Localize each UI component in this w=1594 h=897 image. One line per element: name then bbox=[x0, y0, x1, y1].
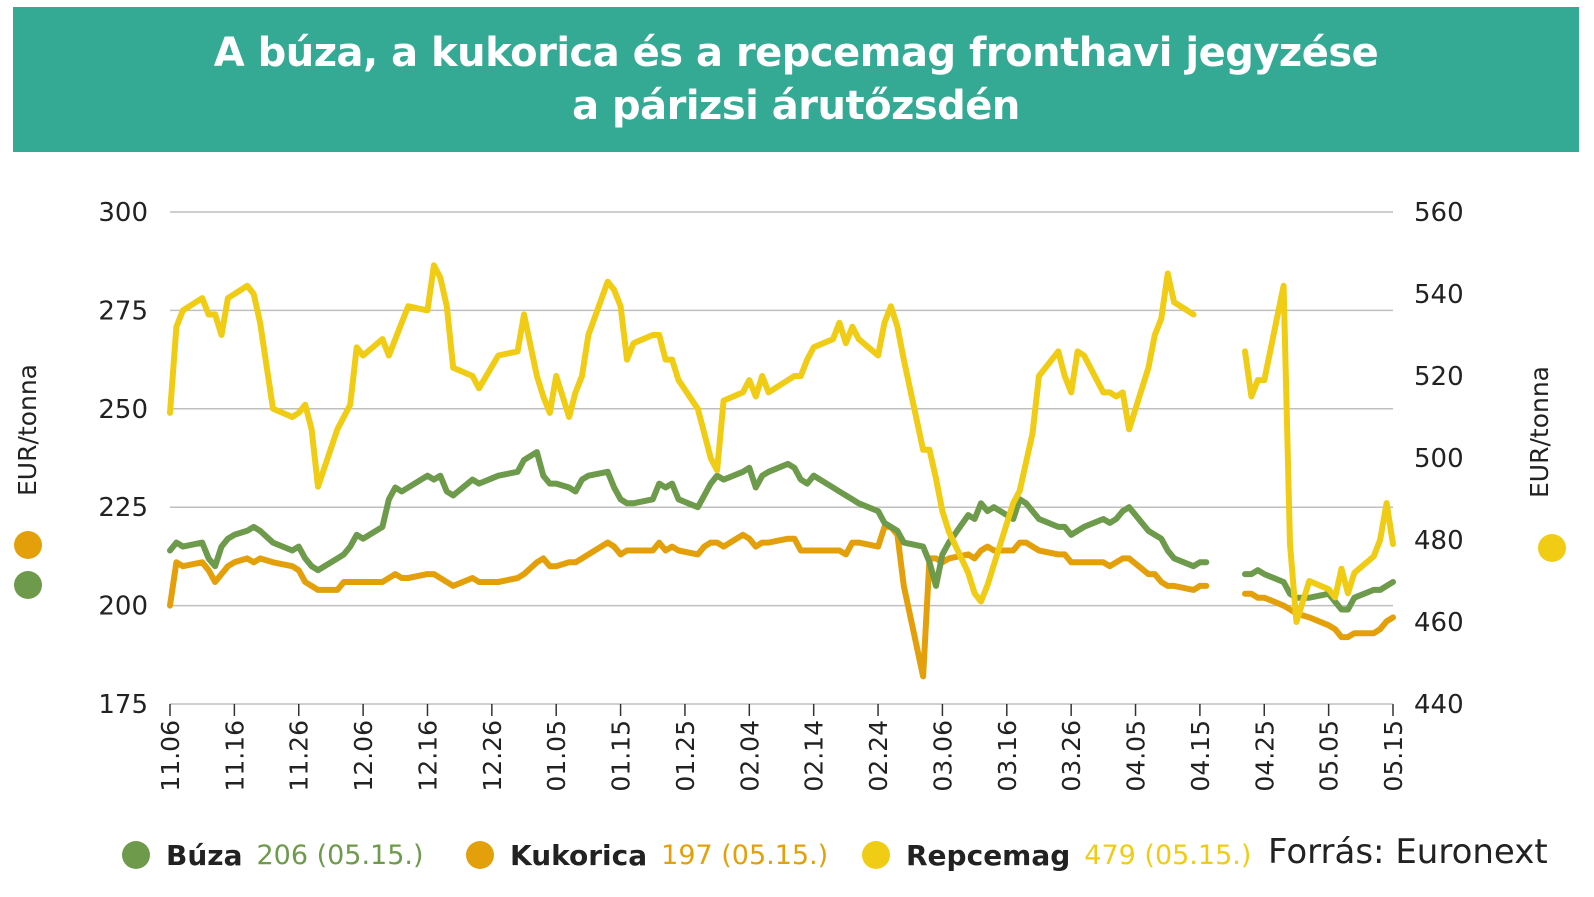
y-tick-label-right: 540 bbox=[1414, 280, 1464, 310]
y-tick-label-left: 225 bbox=[98, 493, 148, 523]
legend-name-kukorica: Kukorica bbox=[510, 838, 648, 872]
series-lines bbox=[167, 262, 1396, 680]
y-tick-label-right: 480 bbox=[1414, 526, 1464, 556]
legend-dot-kukorica bbox=[466, 841, 494, 869]
series-line-bza bbox=[167, 449, 1210, 589]
y-tick-label-left: 300 bbox=[98, 198, 148, 228]
chart-title-line1: A búza, a kukorica és a repcemag frontha… bbox=[213, 29, 1379, 76]
series-line-kukorica bbox=[1242, 590, 1396, 641]
y-tick-label-left: 250 bbox=[98, 395, 148, 425]
x-tick-label: 02.14 bbox=[800, 720, 829, 792]
y-tick-label-right: 520 bbox=[1414, 362, 1464, 392]
right-axis-repcemag-dot bbox=[1538, 534, 1566, 562]
y-tick-label-left: 200 bbox=[98, 592, 148, 622]
left-axis-label: EUR/tonna bbox=[13, 364, 42, 496]
x-tick-label: 12.06 bbox=[349, 720, 378, 792]
gridlines bbox=[170, 211, 1393, 705]
x-tick-label: 04.15 bbox=[1186, 720, 1215, 792]
series-line-repcemag bbox=[167, 262, 1197, 605]
series-line-repcemag bbox=[1242, 282, 1396, 625]
legend-value-repcemag: 479 (05.15.) bbox=[1084, 839, 1252, 871]
x-tick-label: 05.05 bbox=[1315, 720, 1344, 792]
left-y-axis: 175 200 225 250 275 300 bbox=[98, 198, 148, 720]
left-axis-buza-dot bbox=[14, 571, 42, 599]
legend-value-buza: 206 (05.15.) bbox=[256, 839, 424, 871]
x-tick-label: 04.25 bbox=[1250, 720, 1279, 792]
legend-dot-repcemag bbox=[862, 841, 890, 869]
legend-item-buza: Búza 206 (05.15.) bbox=[122, 830, 424, 880]
x-tick-label: 12.16 bbox=[413, 720, 442, 792]
x-tick-label: 11.26 bbox=[285, 720, 314, 792]
x-tick-label: 12.26 bbox=[478, 720, 507, 792]
x-tick-label: 11.16 bbox=[220, 720, 249, 792]
x-tick-label: 05.15 bbox=[1379, 720, 1408, 792]
y-tick-label-right: 440 bbox=[1414, 690, 1464, 720]
x-tick-label: 03.26 bbox=[1057, 720, 1086, 792]
legend-dot-buza bbox=[122, 841, 150, 869]
x-tick-label: 02.04 bbox=[735, 720, 764, 792]
x-tick-label: 02.24 bbox=[864, 720, 893, 792]
series-line-kukorica bbox=[167, 523, 1210, 680]
source-note: Forrás: Euronext bbox=[1268, 832, 1548, 872]
x-tick-label: 01.25 bbox=[671, 720, 700, 792]
left-axis-kukorica-dot bbox=[14, 531, 42, 559]
x-axis: 11.06 11.16 11.26 12.06 12.16 12.26 01.05 01.15… bbox=[156, 704, 1408, 792]
x-tick-label: 04.05 bbox=[1122, 720, 1151, 792]
y-tick-label-right: 500 bbox=[1414, 444, 1464, 474]
y-tick-label-right: 460 bbox=[1414, 608, 1464, 638]
legend-name-repcemag: Repcemag bbox=[906, 838, 1071, 872]
x-tick-label: 03.06 bbox=[928, 720, 957, 792]
y-tick-label-left: 275 bbox=[98, 296, 148, 326]
legend: Búza 206 (05.15.) Kukorica 197 (05.15.) … bbox=[0, 830, 1594, 880]
x-tick-label: 01.15 bbox=[607, 720, 636, 792]
legend-item-repcemag: Repcemag 479 (05.15.) bbox=[862, 830, 1251, 880]
x-tick-label: 01.05 bbox=[542, 720, 571, 792]
x-tick-label: 11.06 bbox=[156, 720, 185, 792]
chart-title-line2: a párizsi árutőzsdén bbox=[572, 82, 1020, 129]
y-tick-label-left: 175 bbox=[98, 690, 148, 720]
chart-title-banner: A búza, a kukorica és a repcemag frontha… bbox=[13, 7, 1579, 152]
series-line-bza bbox=[1242, 567, 1396, 613]
x-tick-label: 03.16 bbox=[993, 720, 1022, 792]
y-tick-label-right: 560 bbox=[1414, 198, 1464, 228]
legend-item-kukorica: Kukorica 197 (05.15.) bbox=[466, 830, 828, 880]
legend-value-kukorica: 197 (05.15.) bbox=[661, 839, 829, 871]
right-axis-label: EUR/tonna bbox=[1525, 366, 1554, 498]
right-y-axis: 440 460 480 500 520 540 560 bbox=[1414, 198, 1464, 720]
legend-name-buza: Búza bbox=[166, 838, 243, 872]
